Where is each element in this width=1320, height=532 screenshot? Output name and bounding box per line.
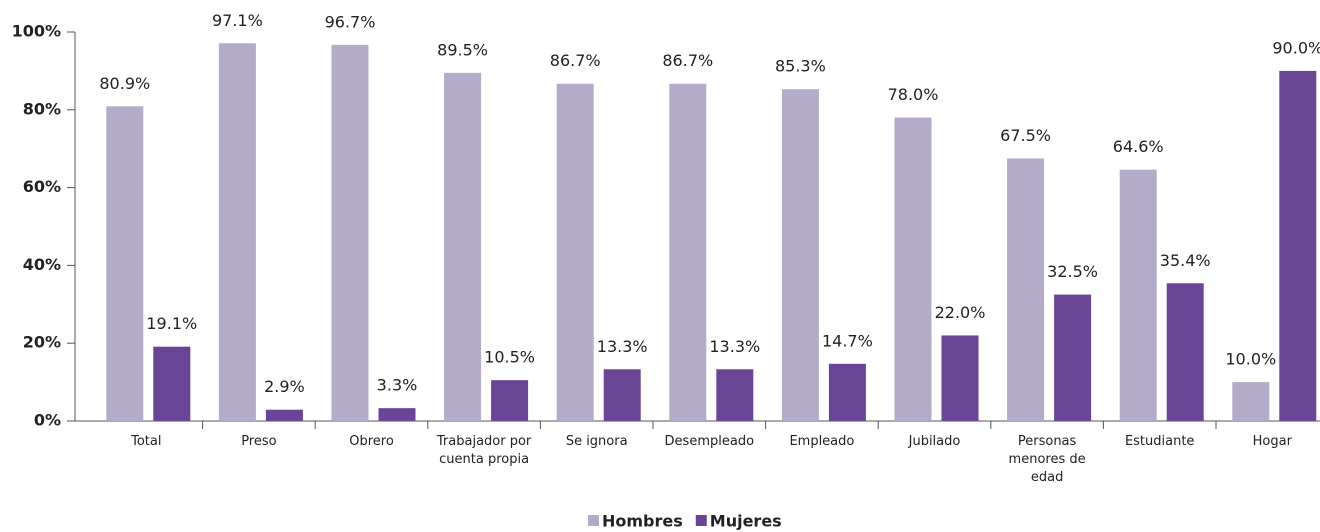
y-tick-label: 60%	[23, 177, 61, 196]
bar	[781, 89, 819, 422]
value-label: 32.5%	[1047, 262, 1098, 281]
bar	[556, 83, 594, 421]
bar	[1054, 294, 1092, 421]
y-tick-label: 20%	[23, 333, 61, 352]
value-label: 78.0%	[888, 85, 939, 104]
value-label: 89.5%	[437, 40, 488, 59]
value-label: 13.3%	[709, 337, 760, 356]
bar	[491, 380, 529, 421]
bar	[941, 335, 979, 421]
x-tick-label: Total	[130, 434, 161, 449]
value-label: 3.3%	[377, 376, 418, 395]
x-tick-label: Preso	[241, 434, 276, 449]
x-tick-label: Desempleado	[665, 434, 755, 449]
bar	[106, 106, 144, 421]
value-label: 10.0%	[1225, 350, 1276, 369]
value-label: 19.1%	[146, 314, 197, 333]
y-tick-label: 100%	[12, 22, 61, 41]
y-tick-label: 40%	[23, 255, 61, 274]
bar	[1232, 382, 1270, 421]
x-tick-label: Jubilado	[908, 434, 961, 449]
value-label: 2.9%	[264, 377, 305, 396]
value-label: 86.7%	[662, 51, 713, 70]
value-label: 35.4%	[1160, 251, 1211, 270]
bar	[716, 369, 754, 421]
legend-swatch	[695, 515, 707, 526]
value-label: 10.5%	[484, 348, 535, 367]
value-label: 64.6%	[1113, 137, 1164, 156]
legend-label: Mujeres	[710, 512, 782, 531]
bar	[1279, 70, 1317, 422]
bar	[331, 44, 369, 421]
bar	[378, 408, 416, 421]
value-label: 96.7%	[325, 12, 376, 31]
x-tick-label: Personas menores de edad	[1009, 434, 1086, 485]
legend-label: Hombres	[602, 512, 683, 531]
bar	[828, 363, 866, 421]
y-tick-label: 80%	[23, 99, 61, 118]
x-tick-label: Se ignora	[566, 434, 628, 449]
bar	[1119, 169, 1157, 421]
value-label: 22.0%	[935, 303, 986, 322]
bar	[603, 369, 641, 421]
legend-swatch	[588, 515, 599, 526]
bar	[1007, 158, 1045, 422]
value-label: 85.3%	[775, 57, 826, 76]
value-label: 97.1%	[212, 11, 263, 30]
bar	[153, 346, 191, 421]
x-tick-label: Hogar	[1253, 434, 1293, 449]
bar	[218, 43, 256, 421]
value-label: 86.7%	[550, 51, 601, 70]
x-tick-label: Estudiante	[1125, 434, 1195, 449]
bar	[444, 72, 482, 421]
bar	[265, 409, 303, 421]
value-label: 80.9%	[99, 74, 150, 93]
x-tick-label: Trabajador por cuenta propia	[436, 434, 532, 467]
bar	[1166, 283, 1204, 421]
bar	[669, 83, 707, 421]
value-label: 14.7%	[822, 331, 873, 350]
y-tick-label: 0%	[34, 411, 61, 430]
x-tick-label: Empleado	[789, 434, 854, 449]
value-label: 67.5%	[1000, 126, 1051, 145]
value-label: 13.3%	[597, 337, 648, 356]
bar	[894, 117, 932, 421]
x-tick-label: Obrero	[349, 434, 394, 449]
value-label: 90.0%	[1272, 38, 1320, 57]
